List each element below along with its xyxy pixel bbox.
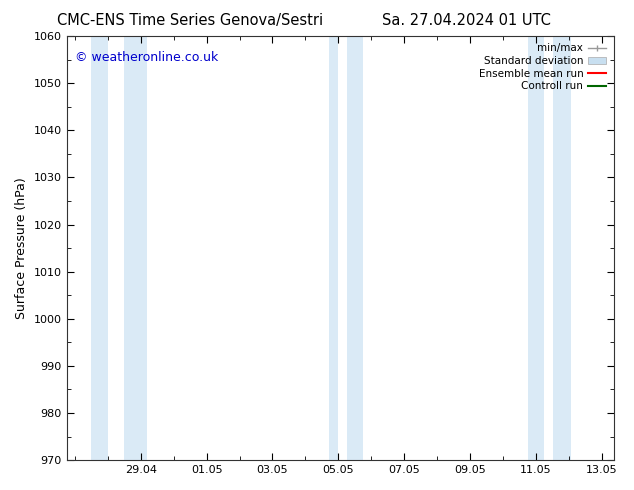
- Text: © weatheronline.co.uk: © weatheronline.co.uk: [75, 51, 218, 64]
- Bar: [91, 36, 108, 460]
- Bar: [553, 36, 571, 460]
- Text: CMC-ENS Time Series Genova/Sestri: CMC-ENS Time Series Genova/Sestri: [57, 13, 323, 28]
- Bar: [528, 36, 545, 460]
- Legend: min/max, Standard deviation, Ensemble mean run, Controll run: min/max, Standard deviation, Ensemble me…: [477, 41, 609, 93]
- Bar: [124, 36, 147, 460]
- Y-axis label: Surface Pressure (hPa): Surface Pressure (hPa): [15, 177, 28, 319]
- Text: Sa. 27.04.2024 01 UTC: Sa. 27.04.2024 01 UTC: [382, 13, 550, 28]
- Bar: [328, 36, 339, 460]
- Bar: [347, 36, 363, 460]
